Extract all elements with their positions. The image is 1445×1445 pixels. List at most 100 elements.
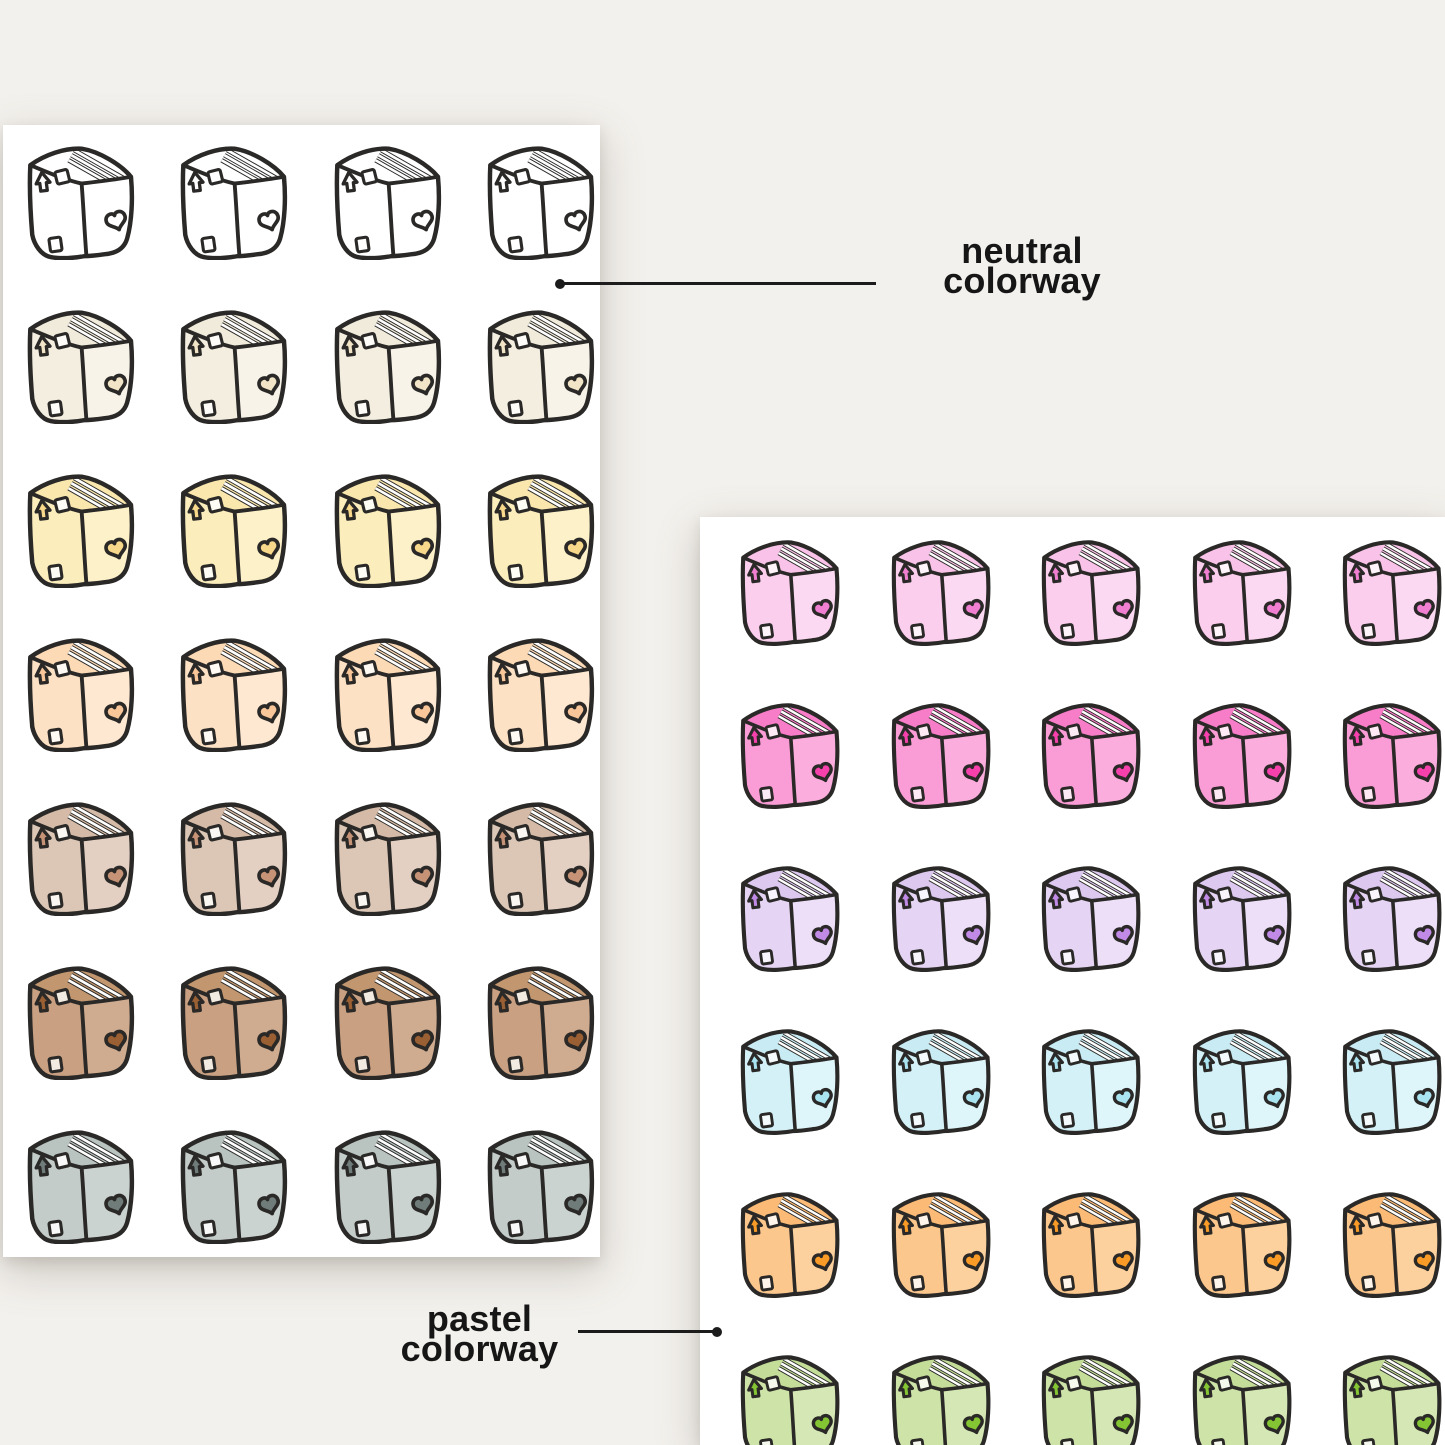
shipping-label-icon (1216, 560, 1233, 577)
shipping-label-icon (513, 660, 532, 678)
box-outline (1192, 703, 1292, 809)
shipping-label-icon (360, 824, 379, 842)
neutral-colorway-callout: neutral colorway (872, 233, 1172, 299)
heart-icon (104, 1029, 128, 1052)
heart-icon (564, 701, 588, 724)
shipping-label-icon (360, 988, 379, 1006)
packing-box-sticker-light-yellow (334, 474, 442, 588)
box-front-edge (939, 735, 949, 807)
box-outline (1041, 866, 1141, 972)
up-arrow-icon (747, 1051, 763, 1073)
box-outline (1342, 1192, 1442, 1298)
tape-stripes-icon (67, 804, 131, 840)
shipping-label-icon (910, 1275, 925, 1292)
box-outline (487, 1130, 595, 1244)
up-arrow-icon (1199, 1377, 1215, 1399)
shipping-label-icon (53, 660, 72, 678)
heart-icon (257, 373, 281, 396)
up-arrow-icon (898, 1214, 914, 1236)
up-arrow-icon (1199, 1214, 1215, 1236)
heart-icon (1112, 1087, 1134, 1109)
heart-icon (257, 1029, 281, 1052)
pastel-callout-connector-line (578, 1330, 714, 1333)
shipping-label-icon (764, 1375, 781, 1392)
shipping-label-icon (206, 496, 225, 514)
box-outline (891, 1192, 991, 1298)
heart-icon (257, 209, 281, 232)
shipping-label-icon (200, 1219, 217, 1238)
up-arrow-icon (494, 662, 512, 685)
packing-box-sticker-hot-pink (891, 703, 991, 809)
shipping-label-icon (507, 563, 524, 582)
box-outline (1041, 703, 1141, 809)
up-arrow-icon (341, 170, 359, 193)
packing-box-sticker-orange (891, 1192, 991, 1298)
shipping-label-icon (1361, 949, 1376, 966)
shipping-label-icon (915, 886, 932, 903)
box-outline (180, 638, 288, 752)
shipping-label-icon (915, 1049, 932, 1066)
heart-icon (411, 1193, 435, 1216)
box-outline (334, 966, 442, 1080)
packing-box-sticker-rosy-taupe (27, 802, 135, 916)
shipping-label-icon (1366, 1212, 1383, 1229)
box-front-edge (1089, 1224, 1099, 1296)
neutral-sticker-sheet (3, 125, 600, 1257)
box-outline (180, 310, 288, 424)
heart-icon (811, 924, 833, 946)
shipping-label-icon (1065, 1212, 1082, 1229)
shipping-label-icon (206, 168, 225, 186)
box-outline (1342, 866, 1442, 972)
heart-icon (564, 1193, 588, 1216)
box-front-edge (788, 572, 798, 644)
up-arrow-icon (747, 562, 763, 584)
box-front-edge (939, 1387, 948, 1445)
box-outline (740, 1029, 840, 1135)
shipping-label-icon (507, 399, 524, 418)
heart-icon (1263, 1250, 1285, 1272)
box-front-edge (1390, 1061, 1400, 1133)
box-outline (740, 1355, 840, 1445)
box-outline (740, 866, 840, 972)
shipping-label-icon (759, 1275, 774, 1292)
box-outline (1041, 1029, 1141, 1135)
up-arrow-icon (187, 1154, 205, 1177)
up-arrow-icon (1199, 888, 1215, 910)
shipping-label-icon (513, 496, 532, 514)
up-arrow-icon (1048, 1377, 1064, 1399)
packing-box-sticker-baby-blue (1192, 1029, 1292, 1135)
up-arrow-icon (1349, 1214, 1365, 1236)
packing-box-sticker-rosy-taupe (180, 802, 288, 916)
box-outline (180, 1130, 288, 1244)
shipping-label-icon (200, 1055, 217, 1074)
shipping-label-icon (360, 332, 379, 350)
heart-icon (564, 865, 588, 888)
up-arrow-icon (187, 990, 205, 1013)
packing-box-sticker-green (740, 1355, 840, 1445)
box-outline (1192, 1029, 1292, 1135)
shipping-label-icon (1366, 1049, 1383, 1066)
up-arrow-icon (747, 1377, 763, 1399)
box-front-edge (232, 509, 242, 587)
packing-box-sticker-green (1041, 1355, 1141, 1445)
packing-box-sticker-light-pink (1192, 540, 1292, 646)
heart-icon (411, 373, 435, 396)
packing-box-sticker-peach (487, 638, 595, 752)
shipping-label-icon (1216, 886, 1233, 903)
up-arrow-icon (34, 1154, 52, 1177)
box-outline (1041, 1192, 1141, 1298)
shipping-label-icon (53, 332, 72, 350)
box-outline (27, 146, 135, 260)
box-front-edge (788, 1387, 797, 1445)
neutral-callout-connector-line (562, 282, 876, 285)
heart-icon (564, 373, 588, 396)
up-arrow-icon (34, 498, 52, 521)
up-arrow-icon (1048, 1051, 1064, 1073)
heart-icon (1413, 1413, 1435, 1435)
packing-box-sticker-orange (1192, 1192, 1292, 1298)
box-front-edge (1089, 1387, 1098, 1445)
box-front-edge (79, 1001, 89, 1079)
box-outline (334, 1130, 442, 1244)
box-outline (180, 966, 288, 1080)
